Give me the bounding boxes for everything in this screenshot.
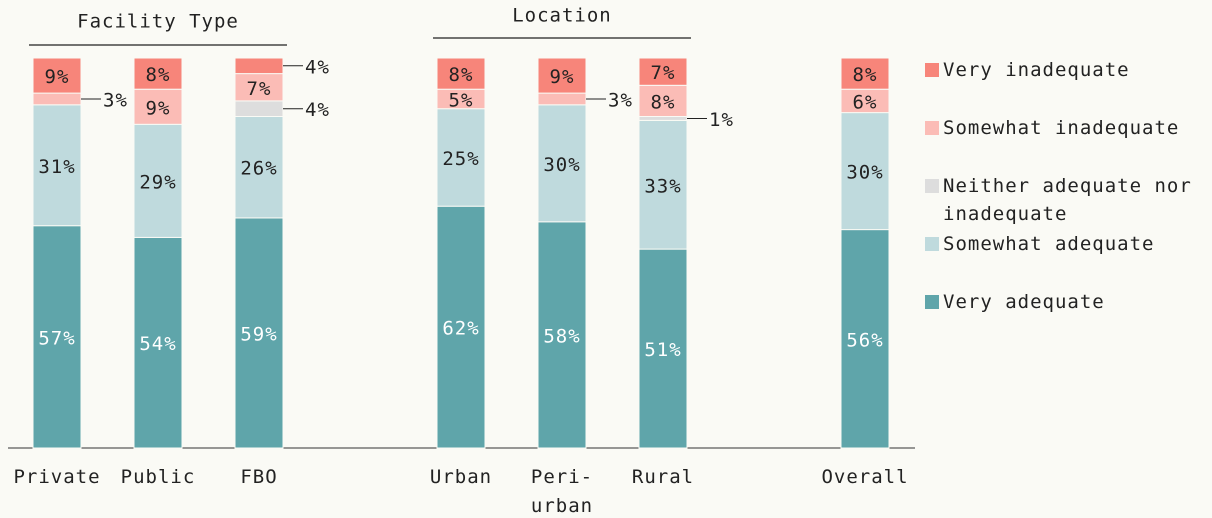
legend-swatch	[925, 121, 939, 135]
legend-swatch	[925, 63, 939, 77]
legend-swatch	[925, 237, 939, 251]
bar-segment	[840, 112, 890, 231]
value-label: 6%	[853, 91, 878, 113]
value-label: 8%	[146, 64, 171, 86]
legend-item: Very adequate	[925, 288, 1210, 316]
legend-item: Very inadequate	[925, 56, 1210, 84]
bar-segment	[638, 248, 688, 449]
value-label: 59%	[240, 323, 277, 345]
value-label: 25%	[442, 148, 479, 170]
value-label: 9%	[45, 66, 70, 88]
bar-segment	[133, 57, 183, 90]
value-label: 30%	[846, 162, 883, 184]
value-label: 8%	[853, 64, 878, 86]
value-label: 4%	[305, 99, 330, 121]
value-label: 51%	[644, 339, 681, 361]
bar-segment	[32, 92, 82, 106]
value-label: 7%	[247, 78, 272, 100]
group-label: Location	[512, 5, 612, 27]
x-tick-label: Rural	[631, 466, 695, 488]
legend-label: Neither adequate nor inadequate	[943, 175, 1192, 225]
bar-segment	[537, 57, 587, 94]
bar-segment	[234, 100, 284, 118]
bar-segment	[133, 88, 183, 125]
bar-segment	[537, 104, 587, 223]
value-label: 5%	[449, 89, 474, 111]
value-label: 31%	[38, 156, 75, 178]
value-label: 7%	[651, 62, 676, 84]
value-label: 9%	[146, 97, 171, 119]
bar-segment	[32, 104, 82, 227]
value-label: 8%	[651, 91, 676, 113]
bar-segment	[234, 73, 284, 102]
value-label: 30%	[543, 154, 580, 176]
value-label: 54%	[139, 333, 176, 355]
x-tick-label: Urban	[429, 466, 493, 488]
legend-swatch	[925, 179, 939, 193]
value-label: 29%	[139, 171, 176, 193]
value-label: 3%	[608, 89, 633, 111]
legend-item: Neither adequate nor inadequate	[925, 172, 1210, 228]
bar-segment	[436, 57, 486, 90]
legend-swatch	[925, 295, 939, 309]
bar-segment	[840, 229, 890, 449]
x-tick-label: FBO	[240, 466, 278, 488]
value-label: 26%	[240, 158, 277, 180]
legend-label: Very adequate	[943, 291, 1105, 313]
legend-item: Somewhat adequate	[925, 230, 1210, 258]
legend-label: Very inadequate	[943, 59, 1130, 81]
bar-segment	[234, 217, 284, 449]
value-label: 62%	[442, 318, 479, 340]
value-label: 1%	[709, 109, 734, 131]
bar-segment	[436, 205, 486, 449]
x-tick-label: Peri-urban	[530, 466, 594, 517]
value-label: 9%	[550, 66, 575, 88]
bar-segment	[234, 116, 284, 219]
value-label: 57%	[38, 327, 75, 349]
value-label: 33%	[644, 175, 681, 197]
x-tick-label: Private	[13, 466, 101, 488]
bar-segment	[32, 57, 82, 94]
value-label: 3%	[103, 89, 128, 111]
value-label: 4%	[305, 56, 330, 78]
bar-segment	[133, 123, 183, 238]
value-label: 8%	[449, 64, 474, 86]
bar-segment	[537, 92, 587, 106]
value-label: 58%	[543, 325, 580, 347]
value-label: 56%	[846, 329, 883, 351]
x-tick-label: Public	[120, 466, 196, 488]
legend-item: Somewhat inadequate	[925, 114, 1210, 142]
bar-segment	[32, 225, 82, 449]
legend-label: Somewhat inadequate	[943, 117, 1180, 139]
bar-segment	[840, 57, 890, 90]
bar-segment	[436, 108, 486, 207]
bar-segment	[638, 116, 688, 121]
bar-segment	[234, 57, 284, 75]
x-tick-label: Overall	[821, 466, 909, 488]
legend-label: Somewhat adequate	[943, 233, 1155, 255]
bar-segment	[638, 57, 688, 86]
group-label: Facility Type	[77, 11, 239, 33]
bar-segment	[133, 236, 183, 449]
